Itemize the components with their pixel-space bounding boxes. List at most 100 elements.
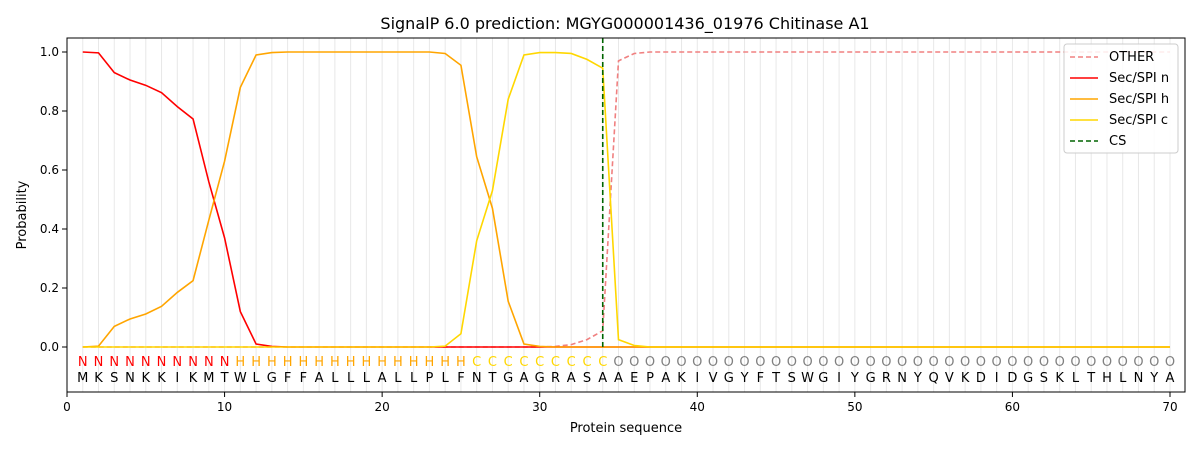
region-label: H xyxy=(283,355,293,370)
region-label: O xyxy=(1039,355,1049,370)
y-tick-label: 0.4 xyxy=(40,222,59,236)
region-label: O xyxy=(1086,355,1096,370)
region-label: O xyxy=(834,355,844,370)
x-tick-label: 50 xyxy=(847,400,862,414)
region-label: H xyxy=(267,355,277,370)
region-label: O xyxy=(1149,355,1159,370)
chart-title: SignalP 6.0 prediction: MGYG000001436_01… xyxy=(380,14,869,34)
region-label: O xyxy=(1023,355,1033,370)
x-tick-label: 70 xyxy=(1162,400,1177,414)
x-tick-label: 40 xyxy=(690,400,705,414)
region-label: N xyxy=(109,355,119,370)
region-label: O xyxy=(692,355,702,370)
region-label: H xyxy=(377,355,387,370)
region-label: O xyxy=(771,355,781,370)
region-label: C xyxy=(504,355,513,370)
residue-sequence: MKSNKKIKMTWLGFFALLLALLPLFNTGAGRASAAEPAKI… xyxy=(77,371,1174,386)
series-line-sec-spi-n xyxy=(82,51,1170,348)
y-tick-label: 0.0 xyxy=(40,340,59,354)
region-label: H xyxy=(298,355,308,370)
region-label: O xyxy=(913,355,923,370)
region-label: N xyxy=(220,355,230,370)
region-label: H xyxy=(425,355,435,370)
region-label: N xyxy=(78,355,88,370)
region-label: N xyxy=(141,355,151,370)
y-tick-label: 0.8 xyxy=(40,104,59,118)
series-line-sec-spi-h xyxy=(82,51,1170,348)
region-label: O xyxy=(1118,355,1128,370)
x-axis-label: Protein sequence xyxy=(570,421,682,436)
region-label: O xyxy=(1133,355,1143,370)
region-label: O xyxy=(724,355,734,370)
region-label: O xyxy=(645,355,655,370)
region-label: H xyxy=(251,355,261,370)
region-label: O xyxy=(1102,355,1112,370)
region-label: O xyxy=(1055,355,1065,370)
region-label: O xyxy=(802,355,812,370)
region-label: H xyxy=(346,355,356,370)
region-label: O xyxy=(739,355,749,370)
x-tick-label: 10 xyxy=(217,400,232,414)
region-label: O xyxy=(992,355,1002,370)
region-label: O xyxy=(676,355,686,370)
region-label: O xyxy=(960,355,970,370)
region-label: O xyxy=(976,355,986,370)
x-tick-label: 20 xyxy=(374,400,389,414)
legend-entry: Sec/SPI n xyxy=(1109,71,1169,86)
region-label: O xyxy=(818,355,828,370)
region-label: H xyxy=(361,355,371,370)
region-label: O xyxy=(1165,355,1175,370)
region-label: C xyxy=(488,355,497,370)
legend-box xyxy=(1063,43,1179,154)
region-label: H xyxy=(456,355,466,370)
region-label: O xyxy=(865,355,875,370)
region-label: H xyxy=(330,355,340,370)
legend-entry: OTHER xyxy=(1109,50,1154,65)
region-label: H xyxy=(409,355,419,370)
region-label: O xyxy=(787,355,797,370)
region-label: O xyxy=(944,355,954,370)
region-label: H xyxy=(440,355,450,370)
region-label: C xyxy=(582,355,591,370)
region-label: O xyxy=(708,355,718,370)
region-label: O xyxy=(613,355,623,370)
region-label: O xyxy=(629,355,639,370)
region-label: C xyxy=(519,355,528,370)
region-label: O xyxy=(850,355,860,370)
x-tick-label: 60 xyxy=(1005,400,1020,414)
region-label: C xyxy=(551,355,560,370)
region-label: N xyxy=(204,355,214,370)
region-label: C xyxy=(567,355,576,370)
region-label: N xyxy=(172,355,182,370)
region-label: O xyxy=(755,355,765,370)
region-label: O xyxy=(881,355,891,370)
series-line-sec-spi-c xyxy=(82,51,1170,348)
legend-entry: Sec/SPI h xyxy=(1109,92,1169,107)
region-label: C xyxy=(535,355,544,370)
region-label: N xyxy=(125,355,135,370)
region-label: H xyxy=(235,355,245,370)
region-label: O xyxy=(661,355,671,370)
x-tick-label: 30 xyxy=(532,400,547,414)
region-label: O xyxy=(1007,355,1017,370)
legend-entry: Sec/SPI c xyxy=(1109,113,1168,128)
region-label: N xyxy=(188,355,198,370)
region-label: N xyxy=(94,355,104,370)
y-axis-label: Probability xyxy=(15,180,30,249)
legend-entry: CS xyxy=(1109,134,1126,149)
region-label: O xyxy=(929,355,939,370)
region-label: H xyxy=(314,355,324,370)
region-label: H xyxy=(393,355,403,370)
series-line-other xyxy=(82,51,1170,348)
region-label: N xyxy=(157,355,167,370)
region-label: O xyxy=(897,355,907,370)
x-tick-label: 0 xyxy=(63,400,71,414)
plot-frame xyxy=(66,37,1186,393)
region-label: O xyxy=(1070,355,1080,370)
region-label: C xyxy=(598,355,607,370)
y-tick-label: 1.0 xyxy=(40,45,59,59)
region-label: C xyxy=(472,355,481,370)
y-tick-label: 0.2 xyxy=(40,281,59,295)
y-tick-label: 0.6 xyxy=(40,163,59,177)
